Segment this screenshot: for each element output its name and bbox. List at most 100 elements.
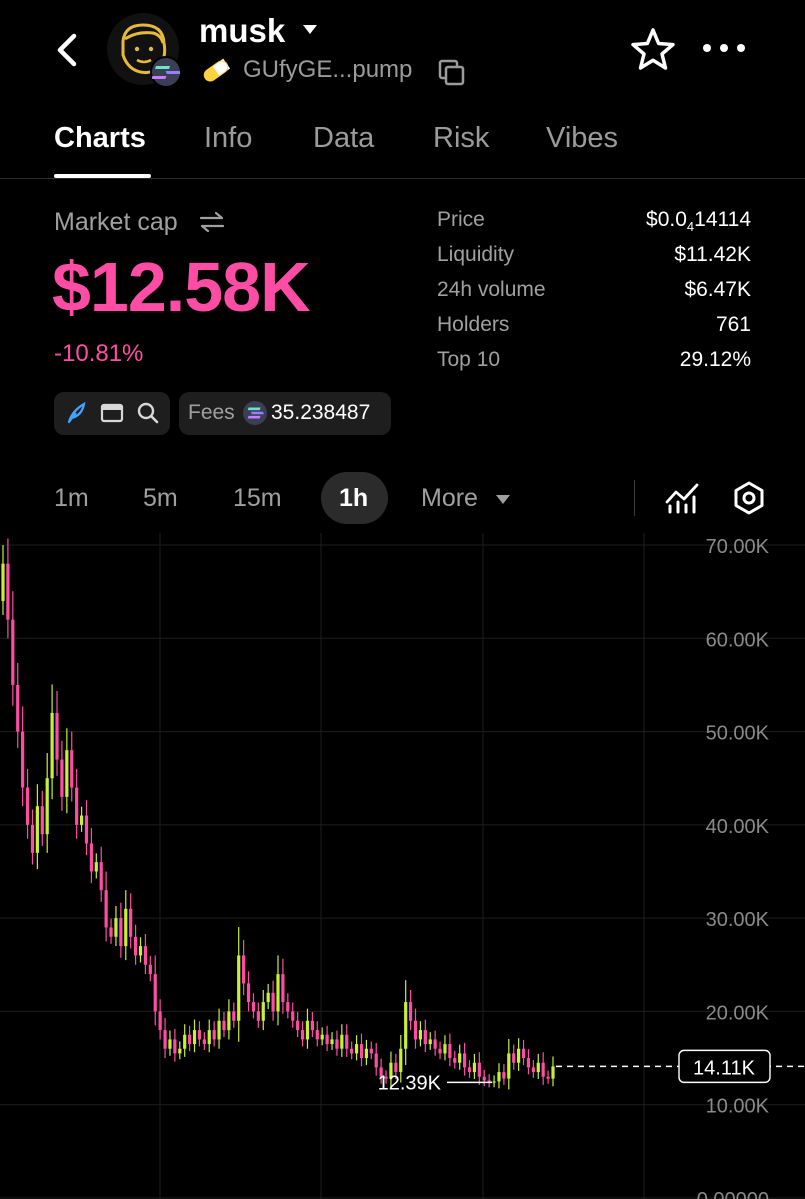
feather-icon[interactable] xyxy=(64,401,88,425)
candle-body xyxy=(467,1067,472,1073)
timeframe-1m[interactable]: 1m xyxy=(54,484,89,512)
candle-body xyxy=(536,1062,540,1073)
stat-value-volume: $6.47K xyxy=(684,278,751,301)
settings-icon[interactable] xyxy=(732,480,766,516)
candle-body xyxy=(246,983,251,1003)
solana-badge-icon xyxy=(150,56,182,88)
tab-charts[interactable]: Charts xyxy=(54,122,146,154)
more-options-icon[interactable] xyxy=(700,38,748,58)
search-icon[interactable] xyxy=(136,401,160,425)
y-tick-label: 10.00K xyxy=(706,1096,770,1118)
candle-body xyxy=(404,1002,408,1049)
candle-body xyxy=(438,1048,442,1054)
candle-body xyxy=(251,1002,256,1012)
candle-body xyxy=(217,1020,221,1040)
y-tick-label: 30.00K xyxy=(706,909,770,931)
tabs-divider xyxy=(0,178,805,179)
timeframe-5m[interactable]: 5m xyxy=(143,484,178,512)
timeframe-more[interactable]: More xyxy=(421,484,478,512)
candle-body xyxy=(40,806,44,835)
candle-body xyxy=(138,946,143,956)
candle-body xyxy=(487,1080,491,1083)
candle-body xyxy=(418,1030,423,1040)
tab-risk[interactable]: Risk xyxy=(433,122,490,154)
caret-down-icon[interactable] xyxy=(302,24,318,36)
indicators-icon[interactable] xyxy=(664,480,700,516)
candle-body xyxy=(492,1081,496,1083)
stat-label-liquidity: Liquidity xyxy=(437,243,515,266)
star-icon[interactable] xyxy=(630,27,676,71)
stat-value-price: $0.0414114 xyxy=(646,208,751,235)
candle-body xyxy=(551,1066,555,1079)
price-change: -10.81% xyxy=(54,340,144,367)
candle-body xyxy=(222,1020,226,1031)
candle-body xyxy=(178,1048,182,1054)
timeframe-15m[interactable]: 15m xyxy=(233,484,282,512)
candle-body xyxy=(1,563,5,601)
candle-body xyxy=(104,890,108,928)
candle-body xyxy=(119,918,123,947)
swap-icon[interactable] xyxy=(198,210,226,234)
candle-body xyxy=(364,1048,368,1059)
candle-body xyxy=(276,974,280,1012)
candle-body xyxy=(291,1011,295,1021)
price-chart[interactable]: 70.00K 60.00K 50.00K 40.00K 30.00K 20.00K 10.0… xyxy=(0,533,805,1199)
website-icon[interactable] xyxy=(100,402,124,424)
tab-info[interactable]: Info xyxy=(204,122,253,154)
token-address: GUfyGE...pump xyxy=(243,56,413,83)
candle-body xyxy=(148,964,152,975)
fees-label: Fees xyxy=(188,401,235,424)
candle-body xyxy=(526,1058,531,1068)
candle-body xyxy=(6,563,10,620)
stat-label-price: Price xyxy=(437,208,485,231)
candle-body xyxy=(153,974,157,1012)
candle-body xyxy=(45,778,49,835)
candle-body xyxy=(517,1048,521,1063)
candle-body xyxy=(202,1039,206,1045)
candle-body xyxy=(79,815,84,825)
tab-vibes[interactable]: Vibes xyxy=(546,122,619,154)
candle-body xyxy=(188,1034,192,1045)
candle-body xyxy=(75,787,79,825)
toolbar-divider xyxy=(634,480,635,516)
candle-body xyxy=(305,1020,310,1040)
stat-value-liquidity: $11.42K xyxy=(674,243,751,266)
candle-body xyxy=(109,927,113,937)
back-arrow-icon[interactable] xyxy=(50,30,86,70)
candle-body xyxy=(70,750,74,788)
candle-body xyxy=(463,1053,467,1068)
token-name[interactable]: musk xyxy=(199,12,286,49)
candle-body xyxy=(197,1030,202,1040)
caret-down-icon[interactable] xyxy=(495,494,511,505)
candle-body xyxy=(502,1072,506,1079)
candle-body xyxy=(133,936,138,956)
token-avatar xyxy=(107,13,179,85)
tab-data[interactable]: Data xyxy=(313,122,375,154)
candle-body xyxy=(16,684,20,732)
active-tab-indicator xyxy=(54,174,151,178)
candle-body xyxy=(340,1034,344,1049)
candle-body xyxy=(335,1039,339,1049)
y-tick-label: 20.00K xyxy=(706,1002,770,1024)
timeframe-1h[interactable]: 1h xyxy=(339,484,369,512)
copy-icon[interactable] xyxy=(437,58,467,86)
candle-body xyxy=(256,1011,260,1021)
candle-body xyxy=(482,1076,486,1081)
y-tick-label: 70.00K xyxy=(706,536,770,558)
candle-body xyxy=(428,1039,432,1045)
candle-body xyxy=(212,1030,216,1040)
candle-body xyxy=(266,992,270,1003)
candle-body xyxy=(281,974,285,1003)
candle-body xyxy=(423,1030,427,1045)
candle-body xyxy=(25,787,30,825)
candle-body xyxy=(408,1002,413,1021)
candle-body xyxy=(330,1039,334,1045)
candle-body xyxy=(531,1067,535,1073)
candle-body xyxy=(129,908,133,937)
candle-body xyxy=(546,1076,550,1079)
candle-body xyxy=(143,946,148,965)
active-timeframe-pill xyxy=(321,472,388,524)
candle-body xyxy=(207,1030,211,1045)
candle-body xyxy=(89,843,93,872)
candle-body xyxy=(472,1062,477,1073)
